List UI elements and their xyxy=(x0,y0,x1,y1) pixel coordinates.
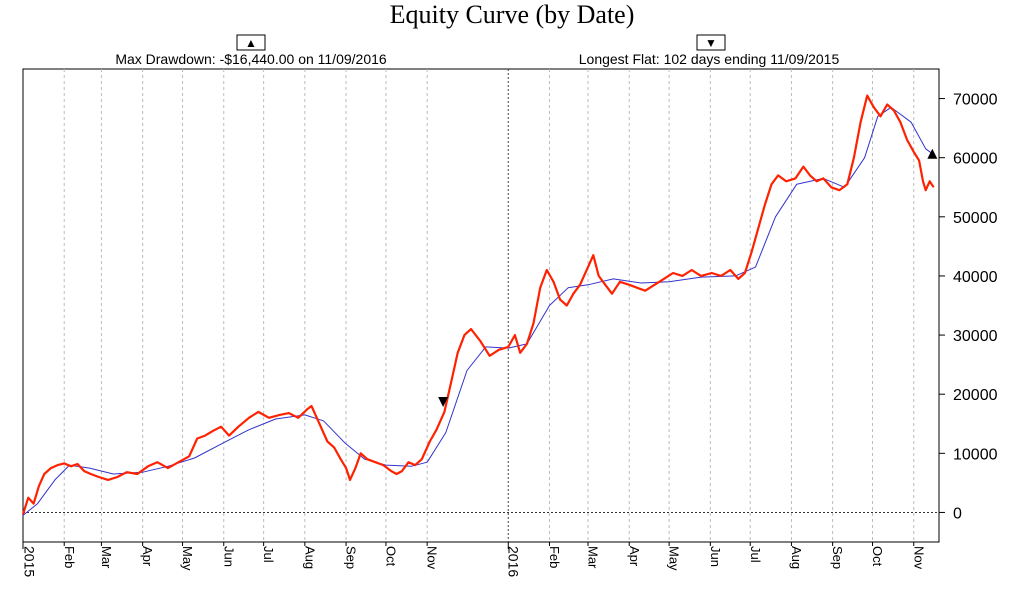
max-drawdown-label: Max Drawdown: -$16,440.00 on 11/09/2016 xyxy=(115,51,387,67)
x-tick-label: Jul xyxy=(261,546,276,563)
x-tick-label: Mar xyxy=(586,546,601,569)
y-axis: 0 10000 20000 30000 40000 50000 60000 70000 xyxy=(939,92,998,522)
x-tick-label: Nov xyxy=(425,546,440,570)
x-tick-label: Jul xyxy=(748,546,763,563)
y-tick-label: 10000 xyxy=(953,446,998,463)
down-arrow-icon: ▼ xyxy=(705,36,717,50)
x-tick-label: Jun xyxy=(708,546,723,567)
chart-title: Equity Curve (by Date) xyxy=(390,0,635,29)
longest-flat-label: Longest Flat: 102 days ending 11/09/2015 xyxy=(579,51,840,67)
x-tick-label: Aug xyxy=(789,546,804,569)
up-trade-marker xyxy=(927,148,938,159)
x-axis: 2015 Feb Mar Apr May Jun Jul Aug Sep Oct Nov 2016 Fe… xyxy=(21,542,926,577)
x-tick-label: Oct xyxy=(870,546,885,567)
x-tick-label: Nov xyxy=(911,546,926,570)
y-tick-label: 20000 xyxy=(953,387,998,404)
x-tick-label: Jun xyxy=(221,546,236,567)
x-tick-label: Aug xyxy=(302,546,317,569)
x-tick-label: Feb xyxy=(62,546,77,568)
x-tick-label: Apr xyxy=(627,546,642,567)
plot-area xyxy=(22,68,940,543)
trade-markers xyxy=(438,148,938,408)
longest-flat-toggle-button[interactable] xyxy=(696,34,726,51)
x-tick-label: Mar xyxy=(99,546,114,569)
x-tick-label: May xyxy=(180,546,195,571)
x-tick-label: Apr xyxy=(140,546,155,567)
x-tick-label: 2015 xyxy=(21,546,37,577)
x-tick-label: Sep xyxy=(830,546,845,569)
y-tick-label: 0 xyxy=(953,505,962,522)
up-arrow-icon: ▲ xyxy=(245,36,257,50)
y-tick-label: 60000 xyxy=(953,151,998,168)
y-tick-label: 40000 xyxy=(953,269,998,286)
x-tick-label: 2016 xyxy=(506,546,522,577)
x-tick-label: Feb xyxy=(547,546,562,568)
x-tick-label: Sep xyxy=(344,546,359,569)
y-tick-label: 70000 xyxy=(953,92,998,109)
max-drawdown-toggle-button[interactable] xyxy=(236,34,266,51)
down-trade-marker xyxy=(438,397,449,408)
x-tick-label: May xyxy=(667,546,682,571)
equity-line xyxy=(21,94,935,515)
y-tick-label: 30000 xyxy=(953,328,998,345)
series-layer xyxy=(21,94,935,516)
y-tick-label: 50000 xyxy=(953,210,998,227)
x-tick-label: Oct xyxy=(384,546,399,567)
